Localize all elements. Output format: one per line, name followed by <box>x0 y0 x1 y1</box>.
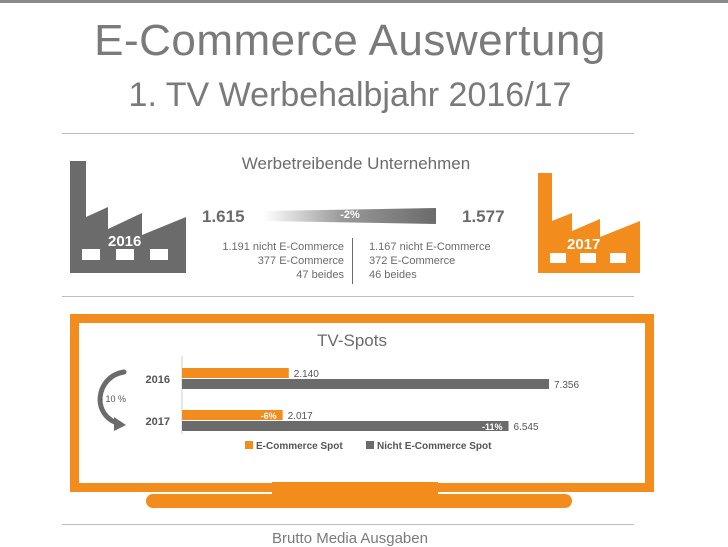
total-2017: 1.577 <box>462 207 505 226</box>
divider <box>62 133 634 134</box>
change-percent: -2% <box>340 209 360 221</box>
breakdown-line: 372 E-Commerce <box>369 255 456 267</box>
change-label: -11% <box>482 422 503 432</box>
divider <box>62 524 634 525</box>
breakdown-2016: 1.191 nicht E-Commerce 377 E-Commerce 47… <box>196 240 344 282</box>
tv-stand <box>146 494 572 508</box>
breakdown-line: 1.167 nicht E-Commerce <box>369 241 491 253</box>
category-label: 2017 <box>146 416 170 428</box>
breakdown-line: 1.191 nicht E-Commerce <box>222 241 344 253</box>
breakdown-line: 377 E-Commerce <box>257 255 344 267</box>
legend-label: E-Commerce Spot <box>256 441 343 452</box>
total-2016: 1.615 <box>202 207 245 226</box>
breakdown-separator <box>352 238 353 284</box>
bar <box>182 379 549 389</box>
circular-arrow-icon <box>97 369 127 427</box>
page-subtitle: 1. TV Werbehalbjahr 2016/17 <box>128 76 572 114</box>
data-label: 7.356 <box>554 380 579 391</box>
tv-neck <box>272 482 438 496</box>
data-label: 2.140 <box>294 369 319 380</box>
factory-year-2017: 2017 <box>567 236 601 253</box>
data-label: 6.545 <box>514 422 539 433</box>
legend-swatch <box>245 441 253 449</box>
total-change-label: - 10 % <box>100 394 126 404</box>
bar <box>182 410 283 420</box>
data-label: 2.017 <box>288 411 313 422</box>
factory-icon <box>538 173 640 273</box>
change-arrow-icon <box>264 208 436 224</box>
category-label: 2016 <box>146 374 170 386</box>
companies-title: Werbetreibende Unternehmen <box>241 154 471 173</box>
page-title: E-Commerce Auswertung <box>94 16 606 65</box>
next-section-title: Brutto Media Ausgaben <box>272 530 428 547</box>
divider <box>62 296 634 297</box>
factory-year-2016: 2016 <box>108 233 142 250</box>
chart-title: TV-Spots <box>317 331 387 350</box>
breakdown-line: 47 beides <box>296 269 344 281</box>
breakdown-line: 46 beides <box>369 269 417 281</box>
change-label: -6% <box>261 411 277 421</box>
breakdown-2017: 1.167 nicht E-Commerce 372 E-Commerce 46… <box>369 240 529 282</box>
legend-swatch <box>366 441 374 449</box>
factory-icon <box>70 161 186 273</box>
legend-label: Nicht E-Commerce Spot <box>377 441 492 452</box>
bar <box>182 368 289 378</box>
bar <box>182 421 509 431</box>
top-border <box>0 0 728 3</box>
arrow-head-icon <box>114 417 126 431</box>
